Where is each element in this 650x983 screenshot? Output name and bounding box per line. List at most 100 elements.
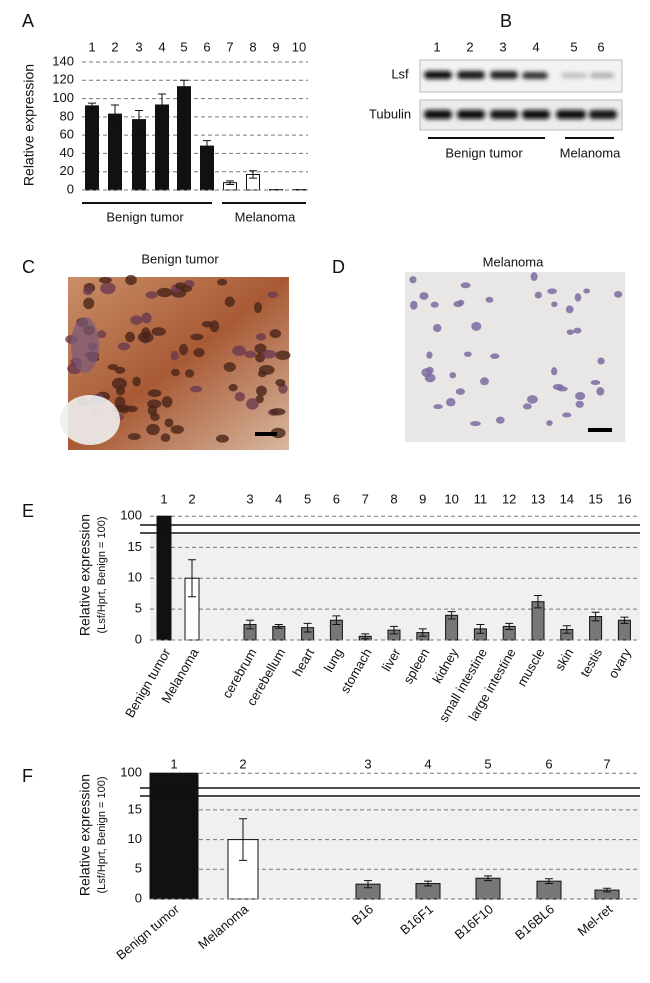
lane-number: 13 xyxy=(531,491,545,506)
lane-number: 7 xyxy=(226,39,233,54)
cell xyxy=(455,388,465,395)
x-tick-label: B16F10 xyxy=(452,901,497,942)
cell xyxy=(147,405,158,416)
y-tick-label: 0 xyxy=(135,631,142,646)
cell xyxy=(100,282,116,295)
cell xyxy=(409,276,417,284)
error-bar xyxy=(591,611,600,622)
cell xyxy=(125,274,137,286)
group-label: Melanoma xyxy=(560,145,621,160)
cell xyxy=(419,292,429,300)
y-tick-label: 120 xyxy=(52,72,74,87)
bar xyxy=(200,145,214,191)
lane-number: 4 xyxy=(275,491,282,506)
bar xyxy=(149,772,199,900)
cell xyxy=(255,333,266,341)
cell xyxy=(232,345,246,357)
cell xyxy=(224,296,235,308)
cell xyxy=(130,315,143,325)
cell xyxy=(426,351,433,359)
lane-number: 14 xyxy=(560,491,574,506)
cell xyxy=(141,312,152,324)
lane-number: 5 xyxy=(304,491,311,506)
cell xyxy=(127,433,141,440)
cell xyxy=(275,350,291,361)
y-axis-label: (Lsf/Hprt, Benign = 100) xyxy=(96,776,108,893)
error-bar xyxy=(203,140,211,153)
cell xyxy=(156,287,173,298)
cell xyxy=(424,373,436,383)
error-bar xyxy=(111,104,119,124)
y-tick-label: 60 xyxy=(60,127,74,142)
cell xyxy=(566,329,575,335)
y-tick-label: 5 xyxy=(135,861,142,876)
cell xyxy=(485,296,494,303)
cell xyxy=(551,301,558,308)
panel-letter: B xyxy=(500,11,512,31)
group-label: Benign tumor xyxy=(445,145,523,160)
lane-number: 2 xyxy=(466,39,473,54)
plot-background xyxy=(150,535,640,640)
cell xyxy=(107,364,119,371)
cell xyxy=(246,398,259,410)
cell xyxy=(495,416,505,424)
bar xyxy=(132,119,146,191)
blot-row-label: Lsf xyxy=(391,66,409,81)
cell xyxy=(164,418,174,428)
plot-background xyxy=(150,798,640,899)
error-bar xyxy=(332,615,341,626)
cell xyxy=(480,377,489,386)
cell xyxy=(217,278,228,286)
y-tick-label: 0 xyxy=(67,181,74,196)
bar xyxy=(108,113,122,191)
cell xyxy=(471,321,482,331)
cell xyxy=(185,369,195,378)
cell xyxy=(597,357,605,365)
cell xyxy=(556,386,568,392)
error-bar xyxy=(303,622,312,633)
cell xyxy=(147,389,162,397)
cell xyxy=(170,368,180,377)
bar xyxy=(177,86,191,191)
panel-letter: C xyxy=(22,257,35,277)
lane-number: 16 xyxy=(617,491,631,506)
x-tick-label: B16 xyxy=(349,901,376,927)
cell xyxy=(201,320,213,328)
x-tick-label: Benign tumor xyxy=(113,901,182,963)
cell xyxy=(234,392,245,402)
cell xyxy=(83,287,93,296)
lane-number: 9 xyxy=(272,39,279,54)
cell xyxy=(161,396,173,408)
cell xyxy=(522,403,532,410)
error-bar xyxy=(361,633,370,640)
blot-frame xyxy=(419,59,623,93)
scale-bar xyxy=(588,428,612,432)
panel-letter: D xyxy=(332,257,345,277)
cell xyxy=(575,400,584,408)
cell xyxy=(551,367,558,376)
lane-number: 1 xyxy=(170,756,177,771)
cell xyxy=(534,291,542,299)
cell xyxy=(98,276,112,284)
cell xyxy=(530,272,538,281)
x-tick-label: skin xyxy=(552,646,577,674)
x-tick-label: liver xyxy=(379,645,404,674)
cell xyxy=(179,343,189,356)
y-tick-label: 10 xyxy=(128,570,142,585)
y-tick-label: 20 xyxy=(60,163,74,178)
cell xyxy=(170,350,179,361)
cell xyxy=(445,397,456,407)
error-bar xyxy=(364,880,372,889)
image-title: Benign tumor xyxy=(141,251,219,266)
cell xyxy=(583,288,590,294)
lane-number: 2 xyxy=(111,39,118,54)
cell xyxy=(269,329,282,339)
cell xyxy=(60,395,120,445)
lane-number: 2 xyxy=(239,756,246,771)
cell xyxy=(470,421,481,427)
error-bar xyxy=(390,625,398,635)
x-tick-label: B16F1 xyxy=(397,901,436,937)
cell xyxy=(160,433,171,442)
